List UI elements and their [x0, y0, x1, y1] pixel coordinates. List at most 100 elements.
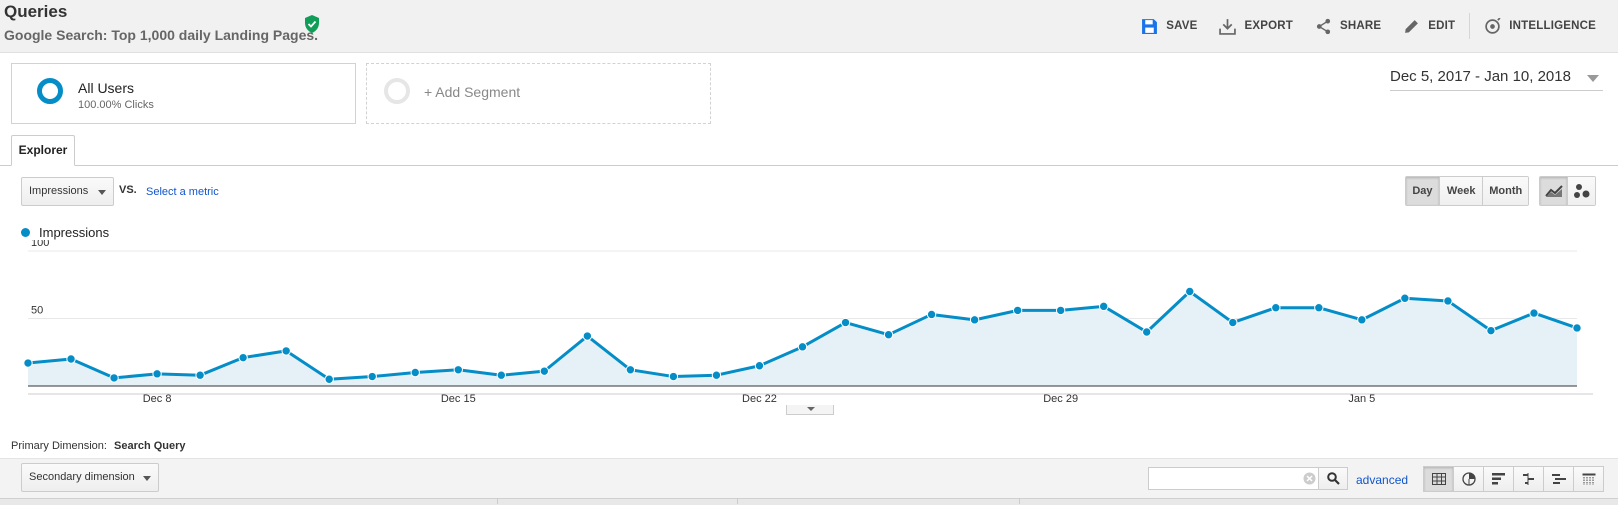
data-point[interactable] — [711, 370, 722, 380]
date-range-picker[interactable]: Dec 5, 2017 - Jan 10, 2018 — [1390, 68, 1603, 91]
y-tick-label: 100 — [31, 240, 49, 249]
intelligence-label: INTELLIGENCE — [1509, 20, 1596, 32]
data-point[interactable] — [453, 365, 463, 375]
data-point[interactable] — [23, 358, 33, 368]
add-segment-button[interactable]: + Add Segment — [366, 63, 711, 124]
data-point[interactable] — [539, 366, 550, 376]
segment-all-users[interactable]: All Users 100.00% Clicks — [11, 63, 356, 124]
toolbar-divider — [1469, 13, 1471, 39]
page-subtitle: Google Search: Top 1,000 daily Landing P… — [4, 27, 319, 43]
data-point[interactable] — [1529, 308, 1539, 318]
chevron-down-icon — [807, 407, 815, 411]
week-button[interactable]: Week — [1439, 177, 1484, 205]
table-search-input[interactable] — [1149, 468, 1317, 489]
tab-explorer[interactable]: Explorer — [11, 135, 75, 166]
select-metric-link[interactable]: Select a metric — [146, 186, 219, 198]
data-point[interactable] — [109, 373, 119, 383]
term-cloud-button[interactable] — [1544, 467, 1574, 491]
month-button[interactable]: Month — [1483, 177, 1528, 205]
intelligence-button[interactable]: INTELLIGENCE — [1484, 17, 1596, 35]
pivot-view-button[interactable] — [1574, 467, 1603, 491]
motion-chart-button[interactable] — [1568, 177, 1595, 205]
chart-type-toggle — [1539, 176, 1596, 206]
data-point[interactable] — [324, 374, 334, 384]
comparison-view-icon — [1522, 473, 1534, 485]
table-column-divider — [737, 498, 738, 504]
table-view-button[interactable] — [1424, 467, 1454, 491]
search-button[interactable] — [1318, 468, 1347, 489]
data-point[interactable] — [1314, 302, 1324, 313]
export-label: EXPORT — [1244, 20, 1293, 32]
data-point[interactable] — [582, 331, 593, 341]
data-point[interactable] — [797, 342, 808, 352]
data-point[interactable] — [625, 365, 636, 375]
data-point[interactable] — [1055, 305, 1066, 316]
day-button[interactable]: Day — [1406, 177, 1440, 205]
page-title: Queries — [4, 2, 68, 21]
pie-view-button[interactable] — [1454, 467, 1484, 491]
edit-icon — [1405, 19, 1419, 33]
edit-label: EDIT — [1428, 20, 1456, 32]
data-point[interactable] — [1443, 296, 1453, 306]
edit-button[interactable]: EDIT — [1403, 18, 1455, 35]
save-button[interactable]: SAVE — [1141, 18, 1197, 35]
data-point[interactable] — [969, 315, 980, 325]
data-point[interactable] — [840, 317, 851, 328]
data-point[interactable] — [668, 371, 679, 382]
x-tick-label: Dec 29 — [1043, 393, 1078, 405]
data-point[interactable] — [367, 371, 377, 382]
data-point[interactable] — [281, 346, 291, 356]
series-area-fill — [28, 291, 1577, 386]
data-point[interactable] — [238, 352, 248, 363]
data-point[interactable] — [1400, 293, 1410, 303]
term-cloud-icon — [1551, 474, 1566, 484]
secondary-dimension-select[interactable]: Secondary dimension — [21, 463, 159, 492]
metric-select[interactable]: Impressions — [21, 177, 114, 206]
line-chart-button[interactable] — [1540, 177, 1568, 205]
vs-label: VS. — [119, 184, 137, 196]
data-point[interactable] — [1271, 302, 1281, 313]
table-column-divider — [1019, 498, 1020, 504]
pivot-view-icon — [1582, 473, 1595, 485]
granularity-toggle: Day Week Month — [1405, 176, 1529, 206]
table-view-icon — [1431, 473, 1446, 485]
data-point[interactable] — [1486, 325, 1496, 336]
export-button[interactable]: EXPORT — [1219, 18, 1293, 35]
data-point[interactable] — [754, 361, 765, 371]
data-point[interactable] — [1357, 315, 1367, 325]
performance-view-icon — [1491, 473, 1505, 485]
clear-search-icon[interactable] — [1303, 472, 1316, 485]
data-point[interactable] — [883, 330, 894, 340]
data-point[interactable] — [1142, 327, 1152, 337]
data-point[interactable] — [1572, 323, 1582, 333]
data-point[interactable] — [496, 370, 507, 380]
data-point[interactable] — [926, 309, 937, 320]
data-point[interactable] — [1012, 305, 1023, 316]
data-point[interactable] — [66, 354, 76, 364]
data-point[interactable] — [1228, 317, 1238, 328]
data-point[interactable] — [1185, 286, 1195, 297]
share-button[interactable]: SHARE — [1315, 18, 1381, 35]
advanced-filter-link[interactable]: advanced — [1356, 473, 1409, 487]
motion-chart-icon — [1573, 184, 1589, 198]
search-icon — [1326, 472, 1340, 485]
data-point[interactable] — [195, 370, 205, 380]
table-header-strip — [0, 498, 1618, 505]
share-label: SHARE — [1339, 20, 1382, 32]
data-point[interactable] — [152, 369, 162, 379]
data-point[interactable] — [1098, 301, 1109, 312]
segment-share: 100.00% Clicks — [78, 99, 154, 111]
data-point[interactable] — [410, 367, 420, 378]
save-label: SAVE — [1166, 20, 1198, 32]
pie-view-icon — [1461, 472, 1476, 486]
primary-dimension-search-query[interactable]: Search Query — [114, 440, 186, 452]
secondary-dimension-label: Secondary dimension — [29, 471, 135, 483]
save-icon — [1142, 18, 1158, 34]
add-segment-label: + Add Segment — [424, 84, 521, 100]
performance-view-button[interactable] — [1484, 467, 1514, 491]
table-column-divider — [497, 498, 498, 504]
x-tick-label: Dec 22 — [742, 393, 777, 405]
chart-collapse-handle[interactable] — [786, 405, 834, 415]
legend-label: Impressions — [39, 225, 110, 240]
comparison-view-button[interactable] — [1514, 467, 1544, 491]
